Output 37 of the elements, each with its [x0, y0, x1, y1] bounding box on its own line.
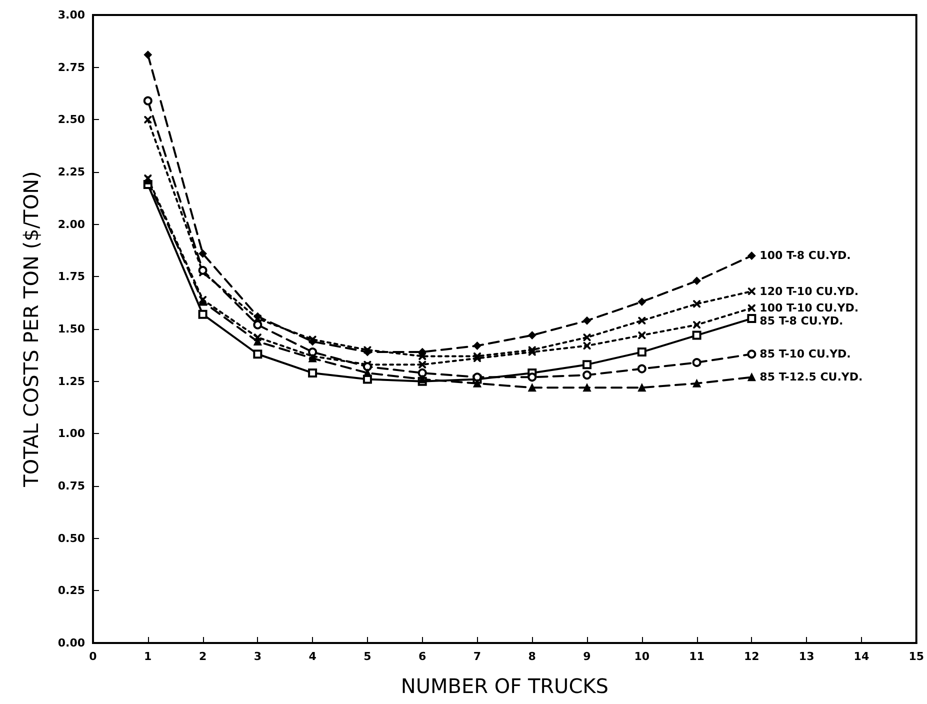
series-label: 100 T-8 CU.YD.	[760, 249, 851, 262]
x-tick-label: 10	[634, 650, 650, 663]
x-tick-label: 5	[364, 650, 372, 663]
x-tick-label: 8	[528, 650, 536, 663]
x-tick-label: 14	[854, 650, 870, 663]
x-tick-label: 1	[144, 650, 152, 663]
y-tick-label: 1.50	[58, 322, 86, 336]
y-tick-label: 0.50	[58, 532, 86, 545]
y-tick-label: 2.50	[58, 113, 86, 126]
x-tick-label: 7	[473, 650, 482, 663]
y-tick-label: 1.25	[58, 374, 85, 388]
y-tick-label: 1.75	[58, 270, 85, 284]
x-tick-label: 4	[308, 650, 317, 663]
y-tick-label: 0.00	[58, 636, 86, 650]
y-tick-label: 0.25	[58, 584, 85, 598]
series-label: 120 T-10 CU.YD.	[760, 284, 859, 298]
x-tick-label: 12	[744, 650, 760, 663]
y-axis-title: TOTAL COSTS PER TON ($/TON)	[19, 171, 43, 488]
x-tick-label: 3	[254, 650, 262, 663]
series-label: 85 T-10 CU.YD.	[760, 348, 851, 361]
x-tick-label: 15	[908, 650, 924, 663]
y-tick-label: 2.75	[58, 60, 85, 74]
series-label: 100 T-10 CU.YD.	[760, 302, 859, 315]
y-tick-label: 2.25	[58, 166, 85, 178]
series-label: 85 T-12.5 CU.YD.	[760, 370, 863, 384]
x-tick-label: 6	[418, 650, 427, 663]
x-tick-label: 9	[583, 650, 591, 663]
x-axis-title: NUMBER OF TRUCKS	[400, 674, 608, 698]
x-tick-label: 0	[89, 650, 98, 663]
y-tick-label: 1.00	[58, 427, 86, 440]
x-tick-label: 2	[198, 650, 207, 663]
y-tick-label: 3.00	[58, 8, 86, 22]
series-label: 85 T-8 CU.YD.	[760, 314, 844, 328]
x-tick-label: 11	[689, 650, 704, 663]
y-tick-label: 0.75	[58, 480, 85, 492]
y-tick-label: 2.00	[58, 218, 86, 231]
x-tick-label: 13	[798, 650, 814, 663]
